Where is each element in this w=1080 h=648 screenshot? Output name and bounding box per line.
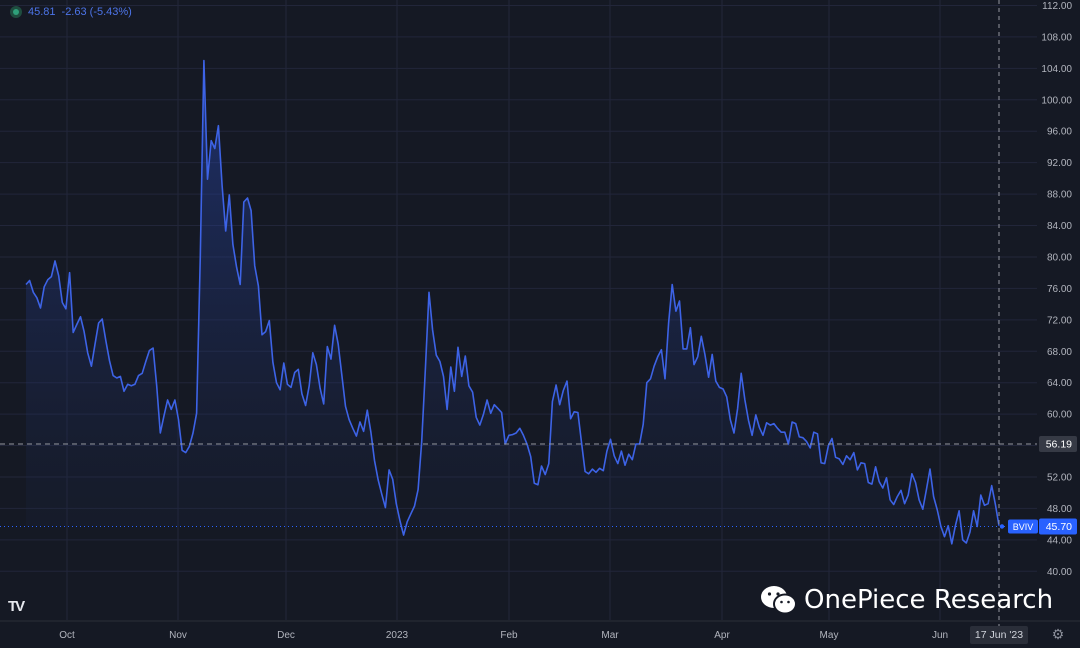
x-tick-label: Nov (169, 630, 187, 641)
y-tick-label: 76.00 (1047, 284, 1072, 295)
y-tick-label: 100.00 (1041, 95, 1072, 106)
watermark-text: OnePiece Research (804, 585, 1054, 615)
x-tick-label: Jun (932, 630, 948, 641)
x-tick-label: Apr (714, 630, 730, 641)
y-axis-panel (1037, 0, 1080, 620)
y-tick-label: 80.00 (1047, 252, 1072, 263)
y-tick-label: 72.00 (1047, 315, 1072, 326)
y-tick-label: 104.00 (1041, 64, 1072, 75)
ref-price-label: 56.19 (1046, 439, 1072, 451)
x-tick-label: Mar (601, 630, 619, 641)
tradingview-logo-icon[interactable]: TV (8, 598, 25, 615)
y-tick-label: 84.00 (1047, 221, 1072, 232)
y-tick-label: 44.00 (1047, 535, 1072, 546)
y-tick-label: 88.00 (1047, 190, 1072, 201)
grid (0, 0, 1037, 620)
series-value-label: 45.70 (1046, 521, 1072, 533)
ref-price-box (1039, 436, 1077, 453)
series-value-box (1039, 518, 1077, 535)
y-tick-label: 52.00 (1047, 472, 1072, 483)
last-point-marker (999, 524, 1005, 529)
crosshair-date-label: 17 Jun '23 (970, 626, 1028, 644)
x-tick-label: Feb (500, 630, 518, 641)
series-area (26, 60, 999, 544)
y-tick-label: 92.00 (1047, 158, 1072, 169)
x-tick-label: Dec (277, 630, 295, 641)
y-tick-label: 40.00 (1047, 567, 1072, 578)
y-tick-label: 48.00 (1047, 504, 1072, 515)
legend: 45.81 -2.63 (-5.43%) (10, 6, 132, 18)
legend-last-value: 45.81 (28, 6, 56, 18)
watermark: OnePiece Research (760, 584, 1053, 616)
y-tick-label: 108.00 (1041, 32, 1072, 43)
y-tick-label: 60.00 (1047, 410, 1072, 421)
wechat-icon (760, 584, 798, 616)
settings-icon[interactable]: ⚙ (1051, 626, 1065, 642)
y-tick-label: 112.00 (1042, 1, 1072, 12)
y-tick-label: 64.00 (1047, 378, 1072, 389)
y-tick-label: 68.00 (1047, 347, 1072, 358)
x-tick-label: Oct (59, 630, 75, 641)
x-tick-label: May (820, 630, 839, 641)
series-tag-box (1008, 519, 1038, 534)
y-tick-label: 96.00 (1047, 127, 1072, 138)
series-tag-name: BVIV (1013, 522, 1034, 532)
x-tick-label: 2023 (386, 630, 409, 641)
status-dot-icon (10, 6, 22, 18)
legend-change: -2.63 (-5.43%) (61, 6, 132, 18)
series-line-bviv (25, 59, 1000, 545)
